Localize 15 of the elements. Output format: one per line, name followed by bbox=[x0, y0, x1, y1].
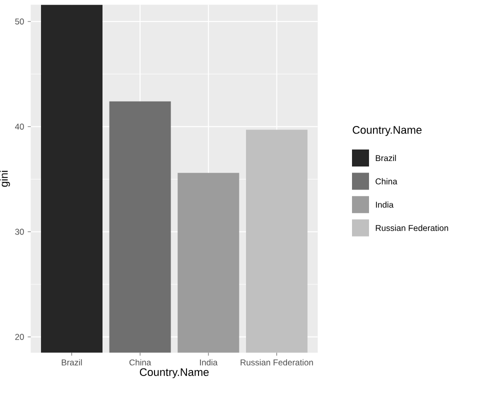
y-axis-title: gini bbox=[0, 170, 10, 187]
legend-label: India bbox=[376, 201, 394, 208]
x-tick-label: China bbox=[129, 359, 152, 366]
y-tick-label: 20 bbox=[15, 334, 24, 340]
x-tick-label: Brazil bbox=[62, 359, 82, 366]
legend-title: Country.Name bbox=[352, 126, 422, 136]
x-tick-label: India bbox=[200, 359, 218, 366]
y-tick-label: 50 bbox=[15, 18, 24, 24]
legend-label: Brazil bbox=[376, 154, 396, 162]
y-tick-label: 40 bbox=[15, 124, 24, 130]
legend-label: Russian Federation bbox=[376, 224, 448, 232]
legend-label: China bbox=[376, 178, 398, 184]
x-tick-label: Russian Federation bbox=[240, 359, 313, 366]
y-tick-label: 30 bbox=[15, 228, 24, 235]
x-axis-title: Country.Name bbox=[140, 368, 209, 378]
